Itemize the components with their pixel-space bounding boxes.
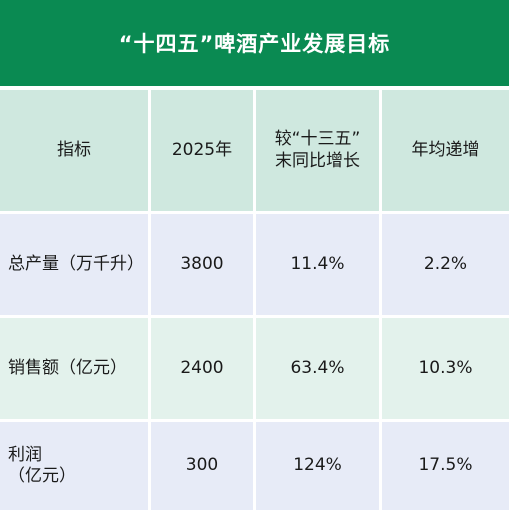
header-indicator: 指标	[0, 90, 151, 214]
table-title: “十四五”啤酒产业发展目标	[0, 0, 509, 86]
row-sales-indicator: 销售额（亿元）	[0, 318, 151, 422]
row-sales-annual: 10.3%	[382, 318, 509, 422]
row-output-indicator: 总产量（万千升）	[0, 214, 151, 318]
targets-table: 指标 2025年 较“十三五” 末同比增长 年均递增 总产量（万千升） 3800…	[0, 90, 509, 513]
header-growth: 较“十三五” 末同比增长	[256, 90, 382, 214]
row-profit-growth: 124%	[256, 422, 382, 513]
row-sales-growth: 63.4%	[256, 318, 382, 422]
header-2025: 2025年	[151, 90, 256, 214]
row-profit-2025: 300	[151, 422, 256, 513]
row-output-annual: 2.2%	[382, 214, 509, 318]
row-output-2025: 3800	[151, 214, 256, 318]
row-sales-2025: 2400	[151, 318, 256, 422]
header-annual: 年均递增	[382, 90, 509, 214]
row-output-growth: 11.4%	[256, 214, 382, 318]
row-profit-indicator: 利润 （亿元）	[0, 422, 151, 513]
row-profit-annual: 17.5%	[382, 422, 509, 513]
